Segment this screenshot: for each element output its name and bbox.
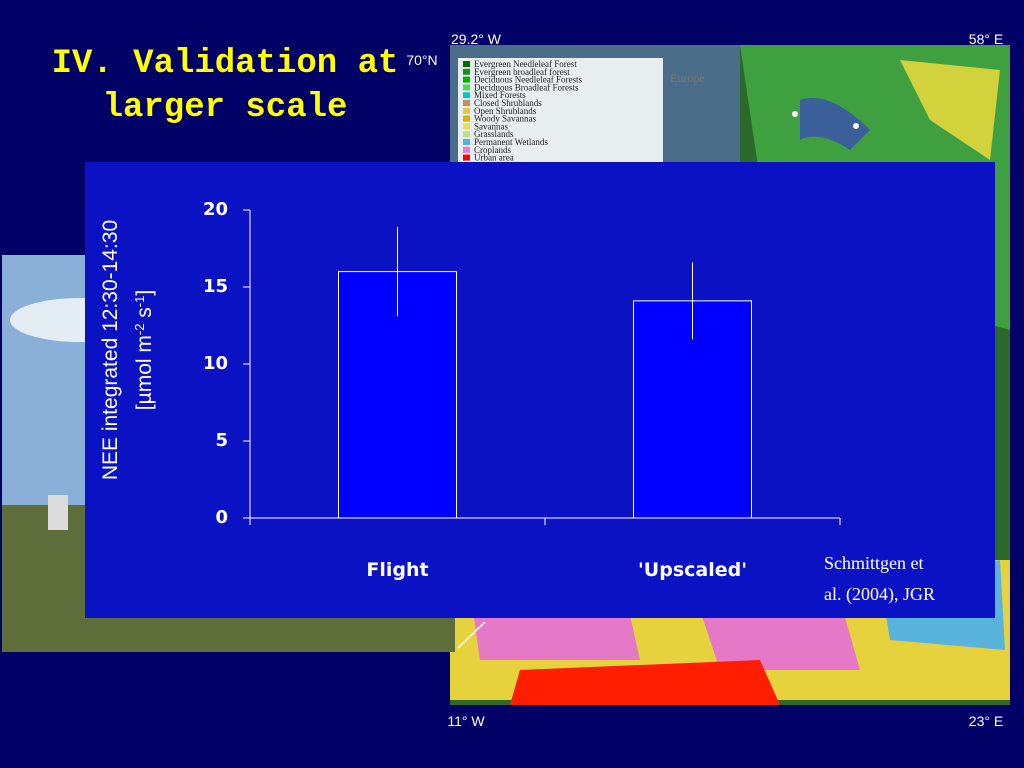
slide-title: IV. Validation at — [52, 45, 399, 83]
y-tick-label: 5 — [215, 430, 228, 451]
legend-swatch — [463, 76, 470, 83]
legend-label: Closed Shrublands — [474, 98, 542, 108]
y-tick-label: 15 — [203, 276, 228, 297]
chart: 0 5 10 15 20 Flight 'Upscaled' — [203, 199, 841, 581]
legend-label: Permanent Wetlands — [474, 137, 548, 147]
legend-swatch — [463, 123, 470, 130]
y-tick-label: 10 — [203, 353, 228, 374]
legend-swatch — [463, 84, 470, 91]
map-corner-label: 58° E — [969, 31, 1003, 47]
legend-swatch — [463, 100, 470, 106]
citation: Schmittgen et — [824, 553, 923, 573]
legend-label: Evergreen broadleaf forest — [474, 67, 570, 77]
x-tick-label: Flight — [366, 559, 428, 581]
legend-swatch — [463, 61, 470, 67]
map-corner-label: 23° E — [969, 713, 1003, 729]
legend-swatch — [463, 115, 470, 122]
unit-exponent: -1 — [132, 296, 147, 308]
legend-label: Woody Savannas — [474, 114, 537, 124]
x-tick-label: 'Upscaled' — [638, 559, 747, 581]
legend-swatch — [463, 154, 470, 161]
legend-swatch — [463, 107, 470, 114]
unit-part: ] — [133, 290, 156, 296]
region-label: Europe — [670, 71, 705, 85]
legend-label: Croplands — [474, 145, 511, 155]
legend-label: Savannas — [474, 121, 508, 131]
unit-part: s — [133, 307, 156, 323]
legend-label: Evergreen Needleleaf Forest — [474, 59, 577, 69]
slide-title: larger scale — [103, 89, 348, 127]
y-tick-label: 20 — [203, 199, 228, 220]
legend-label: Mixed Forests — [474, 90, 526, 100]
legend-label: Open Shrublands — [474, 106, 537, 116]
y-axis-unit: [µmol m-2 s-1] — [132, 290, 157, 410]
legend-label: Grasslands — [474, 129, 514, 139]
citation: al. (2004), JGR — [824, 584, 935, 605]
legend-swatch — [463, 146, 470, 153]
y-tick-label: 0 — [215, 507, 228, 528]
chart-panel — [85, 162, 995, 618]
legend-label: Urban area — [474, 153, 514, 163]
unit-exponent: -2 — [132, 324, 147, 336]
legend-swatch — [463, 92, 470, 99]
legend-label: Deciduous Needleleaf Forests — [474, 75, 582, 85]
y-axis-label: NEE integrated 12:30-14:30 — [99, 220, 122, 480]
map-corner-label: 70°N — [406, 52, 437, 68]
map-legend-box — [458, 58, 663, 166]
unit-part: [µmol m — [133, 335, 156, 410]
map-corner-label: 11° W — [447, 713, 485, 729]
legend-swatch — [463, 139, 470, 145]
map-corner-label: 29.2° W — [451, 31, 502, 47]
legend-swatch — [463, 68, 470, 75]
legend-swatch — [463, 131, 470, 138]
legend-label: Deciduous Broadleaf Forests — [474, 82, 579, 92]
